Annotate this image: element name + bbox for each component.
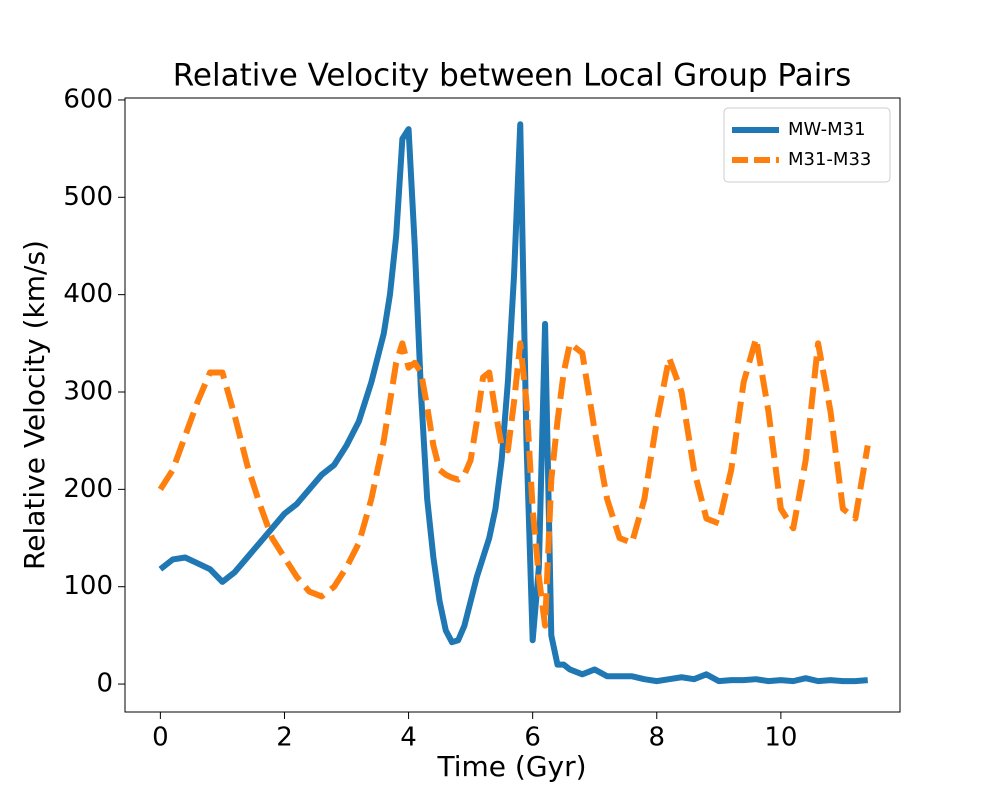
y-tick-label: 500 <box>63 182 113 212</box>
x-tick-label: 8 <box>648 723 665 753</box>
x-axis-label: Time (Gyr) <box>436 750 586 783</box>
y-tick-label: 100 <box>63 571 113 601</box>
y-tick-label: 600 <box>63 84 113 114</box>
x-tick-label: 2 <box>276 723 293 753</box>
y-axis-label: Relative Velocity (km/s) <box>18 240 51 570</box>
plot-frame <box>124 97 901 713</box>
legend-label: M31-M33 <box>788 149 871 170</box>
legend-label: MW-M31 <box>788 119 866 140</box>
x-tick-label: 4 <box>400 723 417 753</box>
chart-title: Relative Velocity between Local Group Pa… <box>173 58 851 94</box>
y-tick-label: 200 <box>63 474 113 504</box>
y-tick-label: 300 <box>63 377 113 407</box>
series-line <box>157 335 871 629</box>
x-tick-label: 10 <box>764 723 797 753</box>
series-line <box>158 121 868 685</box>
y-tick-label: 0 <box>96 669 113 699</box>
x-tick-label: 0 <box>152 723 169 753</box>
x-tick-label: 6 <box>524 723 541 753</box>
legend-box <box>723 107 891 183</box>
y-tick-label: 400 <box>63 279 113 309</box>
